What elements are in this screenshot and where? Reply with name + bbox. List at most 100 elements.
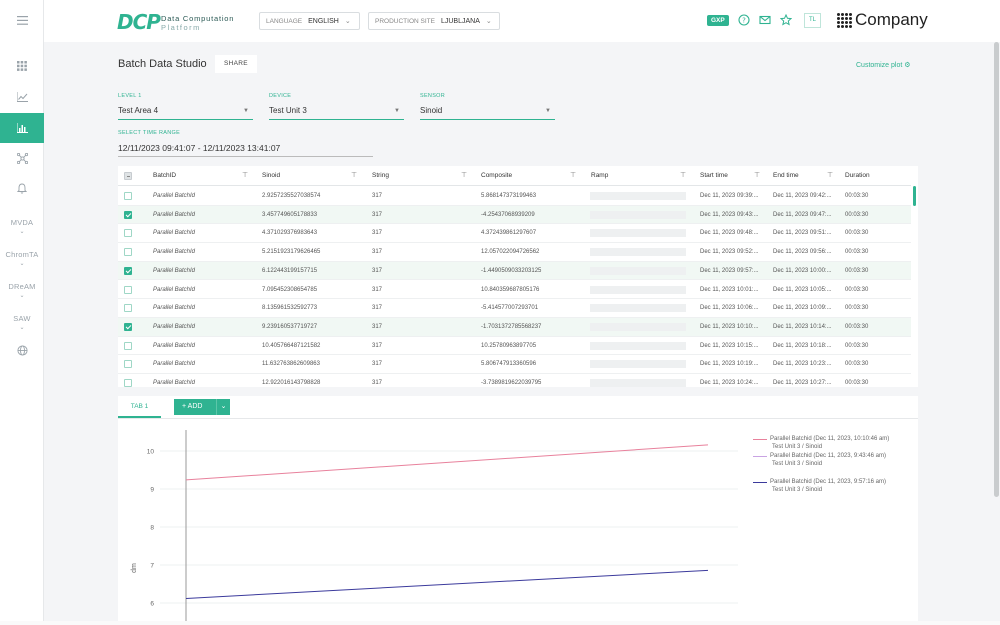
line-chart-icon[interactable] [0, 82, 44, 112]
top-header: DCP Data Computation Platform LANGUAGE E… [44, 0, 1000, 42]
device-select[interactable]: Test Unit 3 ▼ [269, 104, 404, 120]
column-header-ramp[interactable]: Ramp ⊤ [591, 166, 691, 186]
row-checkbox[interactable] [124, 266, 132, 275]
row-checkbox[interactable] [124, 304, 132, 313]
chevron-down-icon: ⌄ [19, 293, 25, 299]
filter-icon[interactable]: ⊤ [754, 172, 761, 179]
customize-plot-label: Customize plot [856, 62, 903, 69]
table-row[interactable]: Parallel BatchId 8.135961532592773 317 -5.4… [118, 299, 911, 318]
legend-item[interactable]: Parallel Batchid (Dec 11, 2023, 10:10:46… [753, 436, 889, 451]
cell-start: Dec 11, 2023 10:19:... [700, 361, 759, 368]
series-line-3 [185, 569, 709, 599]
time-range-input[interactable]: 12/11/2023 09:41:07 - 12/11/2023 13:41:0… [118, 140, 373, 157]
cell-end: Dec 11, 2023 10:14:... [773, 323, 832, 330]
cell-batch: Parallel BatchId [153, 305, 196, 312]
level1-select[interactable]: Test Area 4 ▼ [118, 104, 253, 120]
column-header-start-time[interactable]: Start time ⊤ [700, 166, 764, 186]
grid-icon[interactable] [0, 51, 44, 81]
logo-line-2: Platform [161, 23, 201, 32]
y-tick-label: 7 [150, 563, 154, 570]
cell-duration: 00:03:30 [845, 267, 869, 274]
add-tab-button[interactable]: + ADD ⌄ [174, 399, 230, 415]
help-icon[interactable]: ? [738, 14, 750, 26]
network-icon[interactable] [0, 143, 44, 173]
table-row[interactable]: Parallel BatchId 4.371029376983643 317 4.37… [118, 224, 911, 244]
cell-string: 317 [372, 211, 383, 218]
row-checkbox[interactable] [124, 248, 132, 257]
table-row[interactable]: Parallel BatchId 2.9257235527038574 317 5.8… [118, 187, 911, 206]
device-label: DEVICE [269, 93, 292, 99]
bar-chart-icon[interactable] [0, 113, 44, 143]
row-checkbox[interactable] [124, 379, 132, 387]
cell-string: 317 [372, 286, 383, 293]
sensor-select[interactable]: Sinoid ▼ [420, 104, 555, 120]
cell-composite: 5.868147373199463 [481, 193, 537, 199]
row-checkbox[interactable] [124, 322, 132, 331]
row-checkbox[interactable] [124, 192, 132, 200]
cell-end: Dec 11, 2023 10:05:... [773, 286, 832, 293]
column-header-string[interactable]: String ⊤ [372, 166, 472, 186]
gxp-badge[interactable]: GXP [707, 15, 729, 26]
column-header-duration[interactable]: Duration [845, 166, 905, 186]
column-header-end-time[interactable]: End time ⊤ [773, 166, 837, 186]
filter-icon[interactable]: ⊤ [680, 172, 687, 179]
cell-start: Dec 11, 2023 09:52:... [700, 249, 759, 256]
filter-icon[interactable]: ⊤ [461, 172, 468, 179]
cell-composite: -5.414577007293701 [481, 305, 539, 312]
row-checkbox[interactable] [124, 229, 132, 238]
bell-icon[interactable] [0, 173, 44, 203]
production-site-select[interactable]: PRODUCTION SITE LJUBLJANA ⌄ [368, 12, 500, 30]
menu-icon[interactable] [0, 5, 44, 35]
language-select[interactable]: LANGUAGE ENGLISH ⌄ [259, 12, 360, 30]
rail-section-chromta[interactable]: ChromTA [5, 250, 39, 259]
legend-item[interactable]: Parallel Batchid (Dec 11, 2023, 9:43:46 … [753, 453, 886, 468]
table-row[interactable]: Parallel BatchId 11.632763862609863 317 5.8… [118, 355, 911, 374]
table-row[interactable]: Parallel BatchId 9.239160537719727 317 -1.7… [118, 317, 911, 337]
rail-section-dream[interactable]: DReAM [8, 282, 36, 291]
cell-string: 317 [372, 193, 383, 199]
share-button[interactable]: SHARE [215, 55, 257, 73]
row-checkbox[interactable] [124, 285, 132, 294]
cell-duration: 00:03:30 [845, 305, 869, 312]
cell-ramp [590, 379, 686, 387]
table-row[interactable]: Parallel BatchId 6.122443199157715 317 -1.4… [118, 261, 911, 281]
y-axis-label: dm [131, 563, 138, 573]
select-all-checkbox[interactable] [124, 172, 132, 180]
cell-duration: 00:03:30 [845, 323, 869, 330]
filter-icon[interactable]: ⊤ [242, 172, 249, 179]
legend-label: Parallel Batchid (Dec 11, 2023, 9:57:16 … [770, 479, 886, 485]
site-value: LJUBLJANA [440, 17, 480, 25]
site-label: PRODUCTION SITE [375, 17, 435, 25]
page-scrollbar[interactable] [994, 42, 999, 497]
column-label: Sinoid [262, 172, 281, 179]
column-header-sinoid[interactable]: Sinoid ⊤ [262, 166, 362, 186]
table-row[interactable]: Parallel BatchId 12.922016143798828 317 -3.… [118, 374, 911, 387]
cell-end: Dec 11, 2023 09:51:... [773, 230, 832, 237]
tab-1[interactable]: TAB 1 [118, 396, 161, 418]
table-row[interactable]: Parallel BatchId 3.457749605178833 317 -4.2… [118, 205, 911, 225]
row-checkbox[interactable] [124, 341, 132, 350]
bottom-strip [0, 621, 1000, 625]
customize-plot-link[interactable]: Customize plot ⚙ [856, 61, 911, 69]
chevron-down-icon[interactable]: ⌄ [216, 399, 230, 415]
row-checkbox[interactable] [124, 210, 132, 219]
mail-icon[interactable] [759, 14, 771, 26]
star-icon[interactable] [779, 13, 793, 26]
column-header-batchid[interactable]: BatchID ⊤ [153, 166, 253, 186]
globe-icon[interactable] [0, 335, 44, 365]
table-row[interactable]: Parallel BatchId 7.095452308654785 317 10.8… [118, 281, 911, 300]
filter-icon[interactable]: ⊤ [570, 172, 577, 179]
table-row[interactable]: Parallel BatchId 10.405766487121582 317 10.… [118, 337, 911, 356]
column-header-composite[interactable]: Composite ⊤ [481, 166, 581, 186]
rail-section-saw[interactable]: SAW [13, 314, 31, 323]
filter-icon[interactable]: ⊤ [827, 172, 834, 179]
row-checkbox[interactable] [124, 360, 132, 369]
language-value: ENGLISH [308, 17, 339, 25]
table-scrollbar[interactable] [913, 186, 916, 206]
avatar[interactable]: TL [804, 13, 821, 28]
chevron-down-icon: ⌄ [19, 229, 25, 235]
table-row[interactable]: Parallel BatchId 5.2151923179626465 317 12.… [118, 243, 911, 262]
filter-icon[interactable]: ⊤ [351, 172, 358, 179]
legend-item[interactable]: Parallel Batchid (Dec 11, 2023, 9:57:16 … [753, 479, 886, 494]
rail-section-mvda[interactable]: MVDA [10, 218, 34, 227]
